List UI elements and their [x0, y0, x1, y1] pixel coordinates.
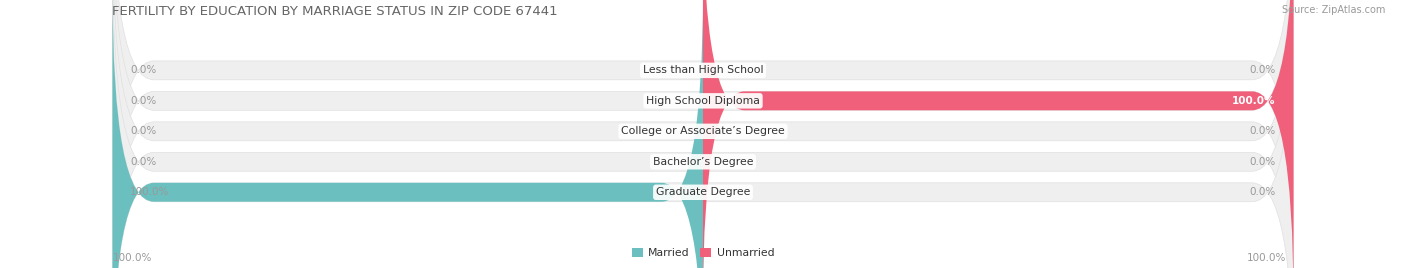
Text: 0.0%: 0.0%	[131, 126, 156, 136]
Text: 0.0%: 0.0%	[1250, 65, 1275, 75]
Text: College or Associate’s Degree: College or Associate’s Degree	[621, 126, 785, 136]
FancyBboxPatch shape	[703, 0, 1294, 268]
Legend: Married, Unmarried: Married, Unmarried	[627, 244, 779, 263]
Text: 0.0%: 0.0%	[131, 65, 156, 75]
Text: 0.0%: 0.0%	[1250, 187, 1275, 197]
Text: 100.0%: 100.0%	[112, 253, 152, 263]
Text: 100.0%: 100.0%	[1247, 253, 1286, 263]
FancyBboxPatch shape	[112, 0, 1294, 268]
Text: 0.0%: 0.0%	[131, 157, 156, 167]
FancyBboxPatch shape	[112, 0, 703, 268]
Text: Source: ZipAtlas.com: Source: ZipAtlas.com	[1281, 5, 1385, 15]
FancyBboxPatch shape	[112, 0, 1294, 268]
FancyBboxPatch shape	[112, 0, 1294, 268]
Text: High School Diploma: High School Diploma	[647, 96, 759, 106]
FancyBboxPatch shape	[112, 0, 1294, 268]
Text: Graduate Degree: Graduate Degree	[655, 187, 751, 197]
Text: 0.0%: 0.0%	[131, 96, 156, 106]
Text: 100.0%: 100.0%	[131, 187, 170, 197]
Text: Bachelor’s Degree: Bachelor’s Degree	[652, 157, 754, 167]
Text: 0.0%: 0.0%	[1250, 126, 1275, 136]
Text: 0.0%: 0.0%	[1250, 157, 1275, 167]
Text: FERTILITY BY EDUCATION BY MARRIAGE STATUS IN ZIP CODE 67441: FERTILITY BY EDUCATION BY MARRIAGE STATU…	[112, 5, 558, 18]
Text: Less than High School: Less than High School	[643, 65, 763, 75]
Text: 100.0%: 100.0%	[1232, 96, 1275, 106]
FancyBboxPatch shape	[112, 0, 1294, 268]
